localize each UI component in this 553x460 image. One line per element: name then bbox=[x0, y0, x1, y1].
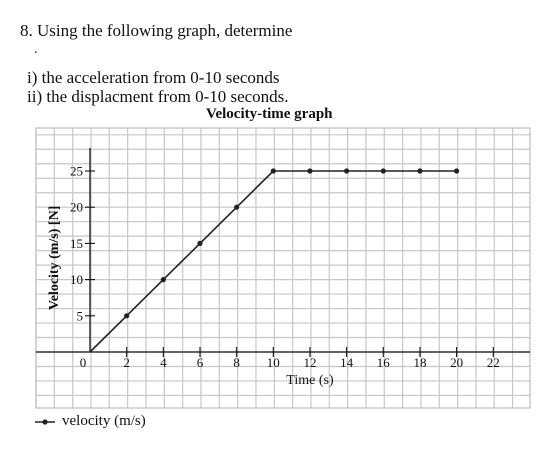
y-tick-label: 20 bbox=[70, 200, 83, 215]
y-axis-label: Velocity (m/s) [N] bbox=[47, 206, 62, 310]
data-point bbox=[454, 168, 460, 174]
data-point bbox=[197, 240, 203, 246]
y-tick-label: 5 bbox=[77, 308, 84, 323]
legend-label: velocity (m/s) bbox=[62, 413, 146, 429]
series-line bbox=[89, 170, 457, 353]
data-point bbox=[417, 168, 423, 174]
x-tick-label: 8 bbox=[233, 355, 240, 370]
x-tick-label: 2 bbox=[123, 355, 130, 370]
y-tick-label: 10 bbox=[70, 272, 83, 287]
legend-marker-icon bbox=[35, 418, 55, 425]
x-tick-label: 0 bbox=[80, 355, 87, 370]
plot-frame bbox=[35, 127, 531, 409]
x-tick-label: 16 bbox=[377, 355, 391, 370]
x-tick-label: 12 bbox=[303, 355, 316, 370]
question-part-i: i) the acceleration from 0-10 seconds bbox=[27, 68, 280, 87]
x-tick-label: 6 bbox=[197, 355, 204, 370]
x-axis-label: Time (s) bbox=[286, 373, 334, 388]
data-point bbox=[344, 168, 350, 174]
x-tick-label: 20 bbox=[450, 355, 463, 370]
x-tick-label: 22 bbox=[487, 355, 500, 370]
question-part-ii: ii) the displacment from 0-10 seconds. bbox=[27, 87, 289, 106]
y-tick-label: 15 bbox=[70, 236, 83, 251]
data-point bbox=[124, 313, 130, 319]
x-tick-label: 4 bbox=[160, 355, 167, 370]
question-title: 8. Using the following graph, determine bbox=[20, 21, 293, 40]
data-point bbox=[160, 277, 166, 283]
question-bullet: . bbox=[34, 42, 38, 57]
x-tick-label: 10 bbox=[267, 355, 280, 370]
x-tick-label: 18 bbox=[413, 355, 426, 370]
chart-title: Velocity-time graph bbox=[206, 106, 333, 122]
data-point bbox=[380, 168, 386, 174]
data-point bbox=[270, 168, 276, 174]
x-tick-label: 14 bbox=[340, 355, 354, 370]
data-point bbox=[234, 204, 240, 210]
data-point bbox=[307, 168, 313, 174]
y-tick-label: 25 bbox=[70, 164, 83, 179]
legend: velocity (m/s) bbox=[34, 413, 146, 430]
